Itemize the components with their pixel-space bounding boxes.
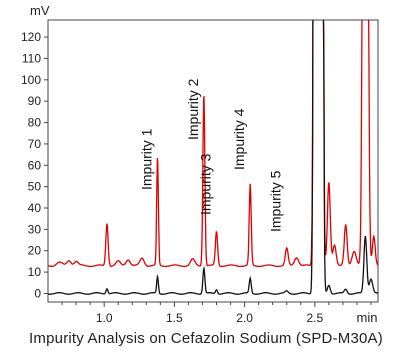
chart-caption: Impurity Analysis on Cefazolin Sodium (S…	[29, 330, 383, 347]
x-tick-label: 2.0	[236, 311, 253, 325]
trace-black	[48, 20, 378, 295]
peak-labels: Impurity 1 Impurity 2 Impurity 3 Impurity 4…	[139, 78, 284, 232]
plot-area	[48, 20, 378, 295]
peak-label: Impurity 2	[185, 78, 201, 140]
axes: 0 10 20 30 40 50 60 70 80 90 100 110 120 1.0 1.5 2.0 2.5…	[21, 3, 379, 325]
y-tick-label: 30	[28, 222, 42, 236]
y-tick-label: 100	[21, 73, 41, 87]
peak-label: Impurity 5	[268, 170, 284, 232]
y-tick-label: 90	[28, 94, 42, 108]
x-unit-label: min	[357, 310, 378, 325]
y-unit-label: mV	[30, 3, 50, 18]
trace-red	[48, 20, 378, 268]
y-tick-label: 60	[28, 158, 42, 172]
peak-label: Impurity 3	[198, 153, 214, 215]
y-tick-label: 120	[21, 30, 41, 44]
chromatogram-chart: 0 10 20 30 40 50 60 70 80 90 100 110 120 1.0 1.5 2.0 2.5…	[21, 3, 379, 325]
y-tick-label: 10	[28, 265, 42, 279]
peak-label: Impurity 4	[231, 108, 247, 170]
y-tick-label: 40	[28, 201, 42, 215]
x-tick-label: 1.5	[166, 311, 183, 325]
y-tick-label: 70	[28, 137, 42, 151]
x-tick-label: 1.0	[96, 311, 113, 325]
y-tick-label: 110	[22, 51, 41, 65]
y-tick-label: 20	[28, 244, 42, 258]
y-tick-label: 0	[34, 286, 41, 300]
x-tick-label: 2.5	[306, 311, 323, 325]
peak-label: Impurity 1	[139, 128, 155, 190]
plot-frame	[47, 19, 379, 303]
y-tick-label: 50	[28, 180, 42, 194]
y-tick-label: 80	[28, 116, 42, 130]
